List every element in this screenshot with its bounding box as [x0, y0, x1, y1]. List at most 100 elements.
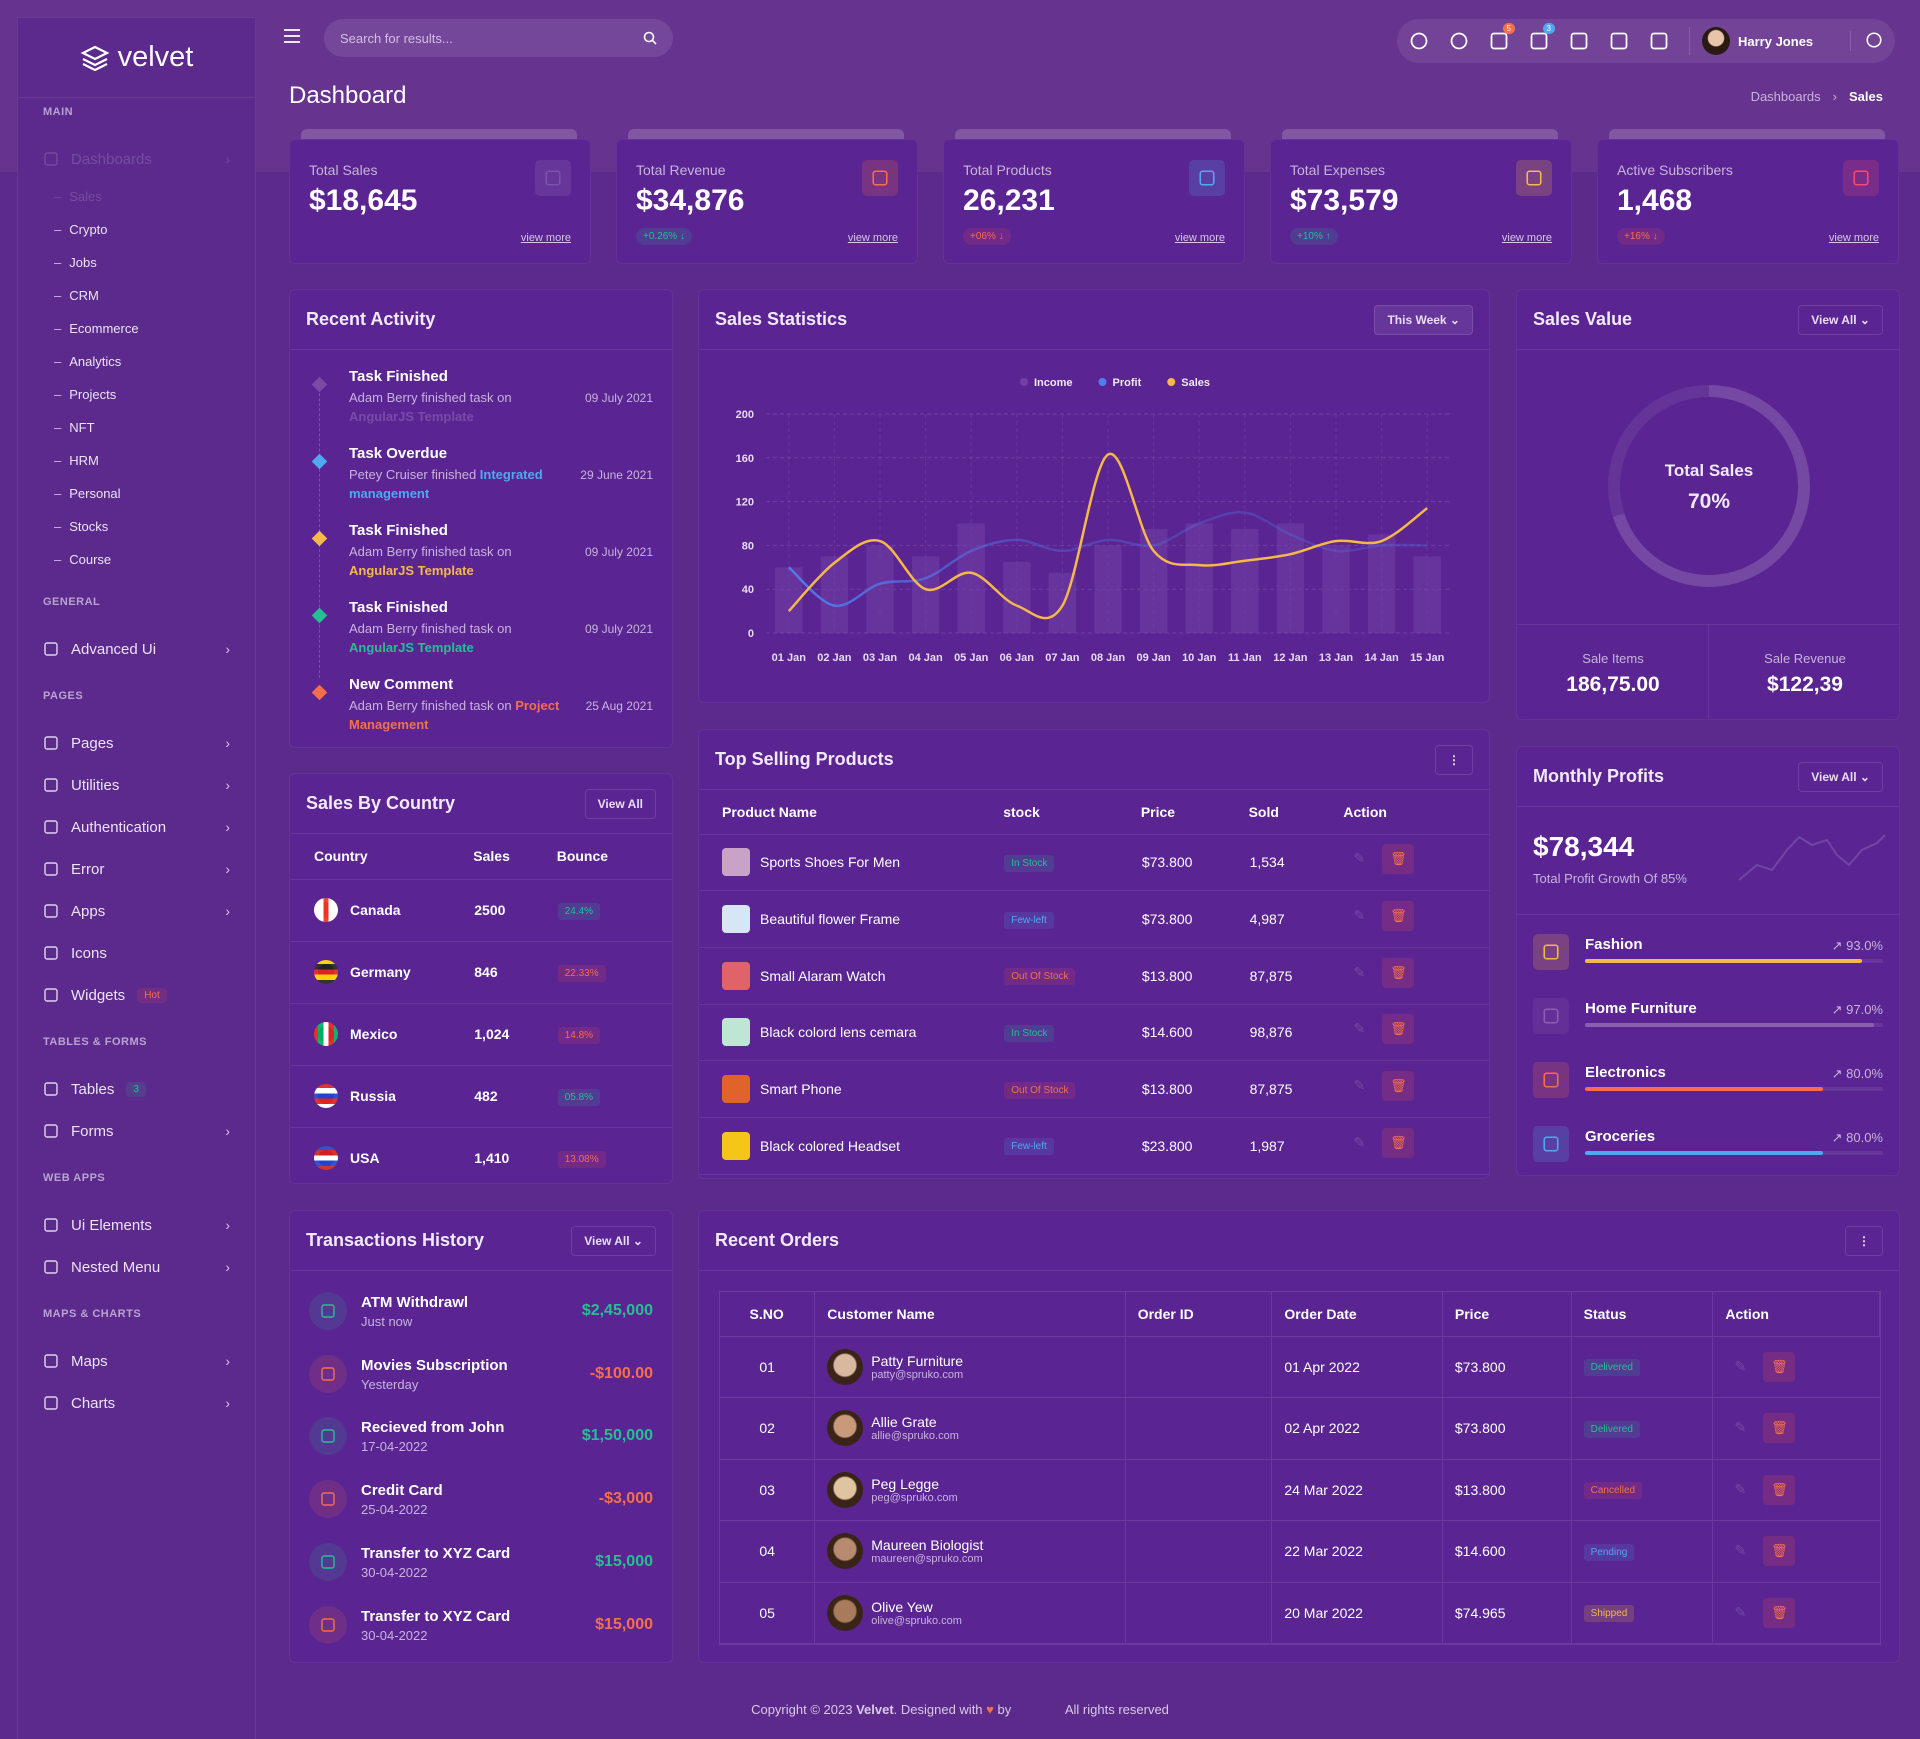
- transaction-icon: [309, 1292, 347, 1330]
- nav-item[interactable]: Charts ›: [18, 1382, 255, 1424]
- delete-button[interactable]: 🗑: [1763, 1536, 1796, 1567]
- table-row: 02 Allie Grate allie@spruko.com 02 Apr 2022…: [720, 1397, 1880, 1460]
- transaction-subtitle: 17-04-2022: [361, 1439, 428, 1455]
- edit-button[interactable]: ✎: [1734, 1603, 1747, 1620]
- menu-toggle[interactable]: [283, 28, 301, 44]
- edit-button[interactable]: ✎: [1734, 1357, 1747, 1374]
- legend-label: Sales: [1181, 377, 1210, 389]
- nav-subitem[interactable]: Jobs: [18, 246, 255, 279]
- view-more-link[interactable]: view more: [1501, 232, 1552, 244]
- footer-brand[interactable]: Velvet: [856, 1702, 894, 1717]
- sold-cell: 1,987: [1249, 1137, 1285, 1154]
- activity-title: Task Finished: [349, 368, 448, 385]
- header-icon[interactable]: [1409, 31, 1429, 51]
- header-icon[interactable]: [1609, 31, 1629, 51]
- nav-subitem[interactable]: NFT: [18, 411, 255, 444]
- activity-link[interactable]: AngularJS Template: [349, 409, 474, 424]
- icon: [1570, 32, 1588, 50]
- delete-button[interactable]: 🗑: [1382, 1071, 1415, 1102]
- delete-button[interactable]: 🗑: [1763, 1597, 1796, 1628]
- view-more-link[interactable]: view more: [1828, 232, 1879, 244]
- delete-button[interactable]: 🗑: [1382, 844, 1415, 875]
- nav-item[interactable]: Apps ›: [18, 890, 255, 932]
- nav-subitem[interactable]: Ecommerce: [18, 312, 255, 345]
- customer-cell: Olive Yew olive@spruko.com: [814, 1582, 1126, 1644]
- edit-button[interactable]: ✎: [1353, 850, 1366, 867]
- nav-subitem[interactable]: CRM: [18, 279, 255, 312]
- nav-item[interactable]: Tables 3: [18, 1068, 255, 1110]
- nav-subitem[interactable]: Crypto: [18, 213, 255, 246]
- sales-cell: 1,410: [474, 1150, 510, 1166]
- edit-button[interactable]: ✎: [1353, 1077, 1366, 1094]
- nav-item[interactable]: Ui Elements ›: [18, 1204, 255, 1246]
- delete-button[interactable]: 🗑: [1763, 1351, 1796, 1382]
- nav-subitem[interactable]: Course: [18, 543, 255, 576]
- nav-item[interactable]: Forms ›: [18, 1110, 255, 1152]
- product-cell: Small Alaram Watch: [699, 947, 1003, 1004]
- header-icon[interactable]: [1649, 31, 1669, 51]
- activity-link[interactable]: AngularJS Template: [349, 563, 474, 578]
- delete-button[interactable]: 🗑: [1763, 1413, 1796, 1444]
- header-icon[interactable]: [1449, 31, 1469, 51]
- card-menu[interactable]: ⋮: [1435, 744, 1473, 775]
- nav-item[interactable]: Widgets Hot: [18, 974, 255, 1016]
- nav-arrow: ›: [225, 1259, 230, 1275]
- edit-button[interactable]: ✎: [1734, 1419, 1747, 1436]
- view-more-link[interactable]: view more: [1174, 232, 1225, 244]
- card-button[interactable]: View All ⌄: [1798, 304, 1883, 335]
- nav-item[interactable]: Icons: [18, 932, 255, 974]
- top-selling-card: Top Selling Products ⋮ Product Name stock Pr…: [698, 729, 1490, 1179]
- delete-button[interactable]: 🗑: [1382, 901, 1415, 932]
- icon: [1199, 170, 1215, 186]
- heart-icon: ♥: [986, 1702, 994, 1717]
- activity-link[interactable]: Integrated management: [349, 467, 543, 501]
- card-button[interactable]: View All: [584, 788, 656, 819]
- nav-subitem[interactable]: Stocks: [18, 510, 255, 543]
- activity-link[interactable]: Project Management: [349, 698, 560, 732]
- delete-button[interactable]: 🗑: [1763, 1474, 1796, 1505]
- edit-button[interactable]: ✎: [1734, 1542, 1747, 1559]
- nav-item[interactable]: Advanced Ui ›: [18, 628, 255, 670]
- action-cell: ✎ 🗑: [1713, 1398, 1880, 1460]
- card-button[interactable]: View All ⌄: [571, 1225, 656, 1256]
- nav-subitem[interactable]: Personal: [18, 477, 255, 510]
- nav-subitem[interactable]: Analytics: [18, 345, 255, 378]
- product-name: Black colord lens cemara: [760, 1024, 917, 1041]
- header-icon[interactable]: 3: [1529, 23, 1555, 51]
- nav: MAIN Dashboards › SalesCryptoJobsCRMEcommer…: [18, 98, 255, 1424]
- edit-button[interactable]: ✎: [1353, 1020, 1366, 1037]
- nav-item[interactable]: Authentication ›: [18, 806, 255, 848]
- nav-item[interactable]: Maps ›: [18, 1340, 255, 1382]
- nav-item[interactable]: Pages ›: [18, 722, 255, 764]
- card-menu[interactable]: ⋮: [1845, 1225, 1883, 1256]
- card-button[interactable]: View All ⌄: [1798, 761, 1883, 792]
- nav-item[interactable]: Dashboards ›: [18, 138, 255, 180]
- delete-button[interactable]: 🗑: [1382, 957, 1415, 988]
- header-icon[interactable]: 5: [1489, 23, 1515, 51]
- filter-button[interactable]: This Week ⌄: [1374, 304, 1473, 335]
- nav-item[interactable]: Utilities ›: [18, 764, 255, 806]
- settings-icon[interactable]: [1850, 31, 1883, 51]
- nav-item[interactable]: Nested Menu ›: [18, 1246, 255, 1288]
- delete-button[interactable]: 🗑: [1382, 1127, 1415, 1158]
- edit-button[interactable]: ✎: [1353, 963, 1366, 980]
- search[interactable]: Search for results...: [324, 19, 673, 57]
- user-menu[interactable]: Harry Jones: [1689, 27, 1813, 55]
- nav-subitem[interactable]: HRM: [18, 444, 255, 477]
- nav-subitem[interactable]: Projects: [18, 378, 255, 411]
- activity-link[interactable]: AngularJS Template: [349, 640, 474, 655]
- donut-track: [1608, 385, 1810, 587]
- view-more-link[interactable]: view more: [847, 232, 898, 244]
- edit-button[interactable]: ✎: [1734, 1480, 1747, 1497]
- y-tick-label: 120: [736, 497, 754, 509]
- nav-item[interactable]: Error ›: [18, 848, 255, 890]
- view-more-link[interactable]: view more: [520, 232, 571, 244]
- edit-button[interactable]: ✎: [1353, 1133, 1366, 1150]
- delete-button[interactable]: 🗑: [1382, 1014, 1415, 1045]
- country: Russia: [314, 1084, 472, 1108]
- breadcrumb-item[interactable]: Dashboards: [1750, 89, 1821, 104]
- edit-button[interactable]: ✎: [1353, 907, 1366, 924]
- header-icon[interactable]: [1569, 31, 1589, 51]
- activity-date: 09 July 2021: [584, 622, 653, 636]
- nav-subitem[interactable]: Sales: [18, 180, 255, 213]
